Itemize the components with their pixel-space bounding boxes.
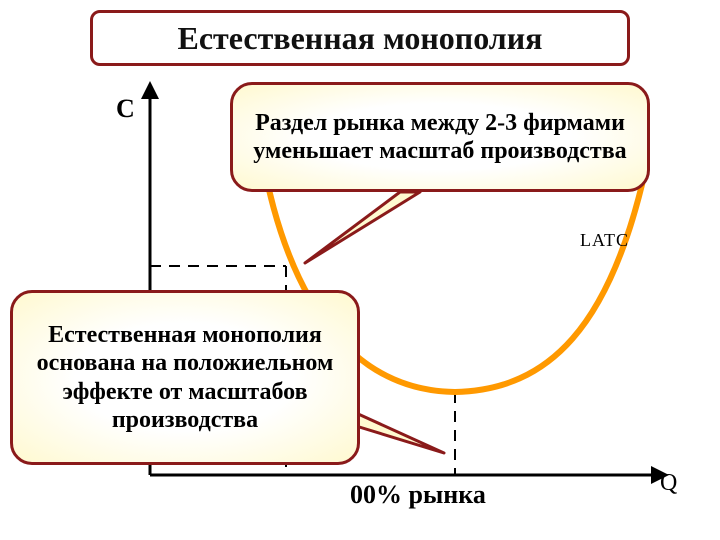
callout-top-pointer xyxy=(305,192,420,263)
page-title-box: Естественная монополия xyxy=(90,10,630,66)
y-axis-label: С xyxy=(116,94,135,124)
callout-left-text: Естественная монополия основана на полож… xyxy=(27,321,343,434)
x-axis-label: Q xyxy=(660,470,677,497)
callout-left: Естественная монополия основана на полож… xyxy=(10,290,360,465)
page-title: Естественная монополия xyxy=(178,20,543,57)
callout-top: Раздел рынка между 2-3 фирмами уменьшает… xyxy=(230,82,650,192)
chart-area: С Q LATC 00% рынка Раздел рынка между 2-… xyxy=(60,80,680,510)
curve-label: LATC xyxy=(580,230,629,251)
callout-top-text: Раздел рынка между 2-3 фирмами уменьшает… xyxy=(247,109,633,166)
x-tick-label: 00% рынка xyxy=(350,480,486,510)
callout-left-pointer xyxy=(356,413,444,453)
